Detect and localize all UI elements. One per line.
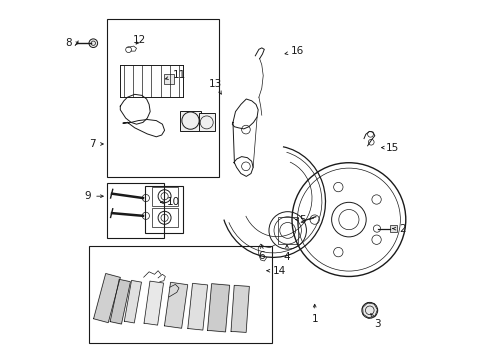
Text: 12: 12 [132,35,146,45]
Bar [145,186,183,233]
Bar [163,74,174,84]
Polygon shape [110,279,130,324]
Text: 11: 11 [165,70,185,80]
Text: 9: 9 [84,191,103,201]
Text: 4: 4 [283,245,290,262]
Bar [151,208,177,227]
Bar [199,113,214,131]
Text: 10: 10 [161,197,180,207]
Text: 8: 8 [65,38,79,48]
Text: 5: 5 [295,215,305,225]
Text: 6: 6 [258,245,264,261]
Polygon shape [230,285,249,332]
Polygon shape [164,282,187,328]
Text: 2: 2 [392,224,405,234]
Polygon shape [207,284,229,332]
Text: 7: 7 [89,139,103,149]
Bar [89,246,271,343]
Circle shape [89,39,98,48]
Polygon shape [187,283,207,330]
Text: 3: 3 [370,314,380,329]
Polygon shape [93,274,120,323]
Bar [151,187,177,206]
Polygon shape [124,280,141,323]
Bar [107,183,163,238]
Circle shape [361,302,377,318]
Text: 15: 15 [381,143,398,153]
Polygon shape [144,281,163,325]
Text: 13: 13 [209,78,222,94]
Text: 1: 1 [311,304,317,324]
Text: 16: 16 [285,46,304,56]
Bar [180,111,200,131]
Text: 14: 14 [266,266,286,276]
Bar [389,225,397,232]
Bar [107,19,218,177]
